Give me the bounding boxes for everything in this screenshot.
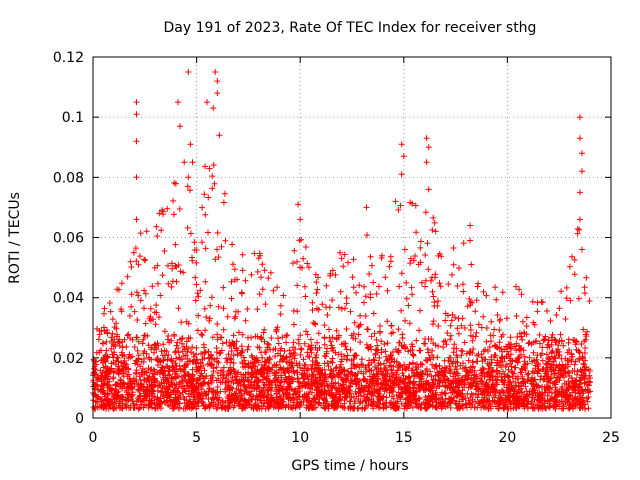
x-tick-label: 15	[395, 430, 413, 446]
x-tick-label: 25	[602, 430, 620, 446]
x-axis-label: GPS time / hours	[291, 458, 408, 474]
y-tick-label: 0.04	[53, 291, 84, 307]
y-tick-label: 0.08	[53, 170, 84, 186]
y-tick-labels: 0 0.02 0.04 0.06 0.08 0.1 0.12	[53, 50, 84, 427]
x-tick-labels: 0 5 10 15 20 25	[89, 430, 620, 446]
y-tick-label: 0.1	[62, 110, 84, 126]
chart-title: Day 191 of 2023, Rate Of TEC Index for r…	[164, 20, 537, 36]
data-points	[90, 69, 594, 412]
y-tick-label: 0	[75, 411, 84, 427]
y-axis-label: ROTI / TECUs	[7, 192, 23, 284]
x-tick-label: 5	[192, 430, 201, 446]
axis-ticks	[92, 56, 612, 419]
roti-points	[90, 69, 594, 412]
grid-lines	[93, 57, 611, 418]
y-tick-label: 0.06	[53, 231, 84, 247]
x-tick-label: 20	[498, 430, 516, 446]
x-tick-label: 10	[291, 430, 309, 446]
x-tick-label: 0	[89, 430, 98, 446]
y-tick-label: 0.12	[53, 50, 84, 66]
y-tick-label: 0.02	[53, 351, 84, 367]
